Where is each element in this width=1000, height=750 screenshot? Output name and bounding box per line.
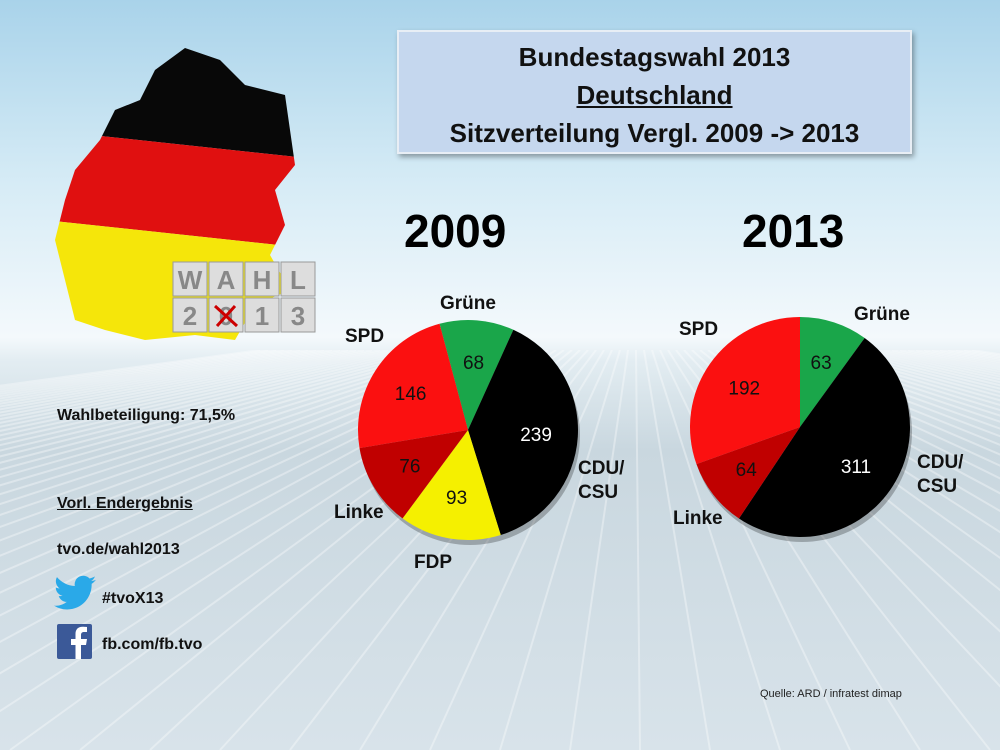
website-link[interactable]: tvo.de/wahl2013 [57,541,180,558]
source-text: Quelle: ARD / infratest dimap [760,688,902,700]
pie-value-label: 76 [399,457,420,478]
background-ray [0,350,389,432]
background-ray [0,350,477,506]
preliminary-result-text: Vorl. Endergebnis [57,495,193,512]
svg-text:1: 1 [255,301,269,331]
svg-text:H: H [253,265,272,295]
year-2013-heading: 2013 [742,205,845,257]
background-ray [0,350,397,437]
facebook-icon [57,624,92,659]
background-ray [0,350,445,471]
background-ray [499,350,621,750]
label-2009-linke: Linke [334,502,384,523]
pie-slice-2013-grüne [800,317,865,427]
background-ray [0,350,469,496]
title-line2: Deutschland [576,80,733,110]
title-box: Bundestagswahl 2013 Deutschland Sitzvert… [397,30,912,154]
background-ray [0,350,421,452]
pie-slice-2009-cducsu [468,329,578,536]
germany-flag-map-logo: W A H L 2 0 1 3 [55,48,316,340]
label-2013-linke: Linke [673,508,723,529]
turnout-text: Wahlbeteiligung: 71,5% [57,407,236,424]
background-ray [0,350,381,428]
pie-value-label: 311 [841,457,871,478]
title-line1: Bundestagswahl 2013 [518,42,791,72]
pie-slice-2013-cducsu [738,338,911,538]
background-ray [0,350,365,421]
background-ray [429,350,613,750]
background-ray [787,350,1000,423]
twitter-handle[interactable]: #tvoX13 [102,590,164,607]
background-ray [0,350,485,516]
background-ray [0,350,453,479]
facebook-link[interactable]: fb.com/fb.tvo [102,636,203,653]
pie-value-label: 64 [736,460,758,481]
background-ray [771,350,1000,438]
svg-text:2: 2 [183,301,197,331]
background-ray [755,350,1000,456]
pie-value-label: 68 [463,353,484,374]
label-2009-spd: SPD [345,326,385,347]
pie-slice-2009-fdp [402,430,501,541]
label-2009-gruene: Grüne [440,293,496,314]
pie-value-label: 239 [520,425,552,446]
pie-slice-2013-spd [690,317,800,465]
pie-value-label: 192 [728,379,760,400]
background-ray [0,350,501,542]
label-2009-fdp: FDP [414,552,452,573]
year-2009-heading: 2009 [404,205,507,257]
pie-slice-2013-linke [696,427,800,519]
title-line3: Sitzverteilung Vergl. 2009 -> 2013 [449,118,860,148]
pie-value-label: 93 [446,488,467,509]
background-ray [0,350,509,557]
background-ray [0,350,493,529]
background-ray [0,350,437,464]
background-ray [635,350,641,750]
svg-text:W: W [178,265,203,295]
svg-text:L: L [290,265,306,295]
pie-slice-2009-linke [359,430,468,519]
pie-value-label: 63 [811,353,832,374]
background-ray [0,350,429,458]
background-ray [0,350,373,424]
svg-text:3: 3 [291,301,305,331]
label-2013-spd: SPD [679,319,719,340]
label-2013-cdu-csu: CDU/ CSU [917,452,964,497]
background-ray [569,350,629,750]
label-2013-gruene: Grüne [854,304,910,325]
wahl-2013-cubes: W A H L 2 0 1 3 [172,261,316,333]
background-ray [643,350,711,750]
background-ray [651,350,781,750]
background-ray [0,350,413,447]
label-2009-cdu-csu: CDU/ CSU [578,458,625,503]
svg-text:A: A [217,265,236,295]
twitter-bird-icon [54,575,96,610]
background-ray [0,350,461,487]
background-ray [0,350,405,442]
pie-slice-2009-grüne [439,320,514,430]
background-ray [779,350,1000,430]
pie-value-label: 146 [395,384,427,405]
pie-slice-2009-spd [358,323,468,449]
background-ray [763,350,1000,446]
